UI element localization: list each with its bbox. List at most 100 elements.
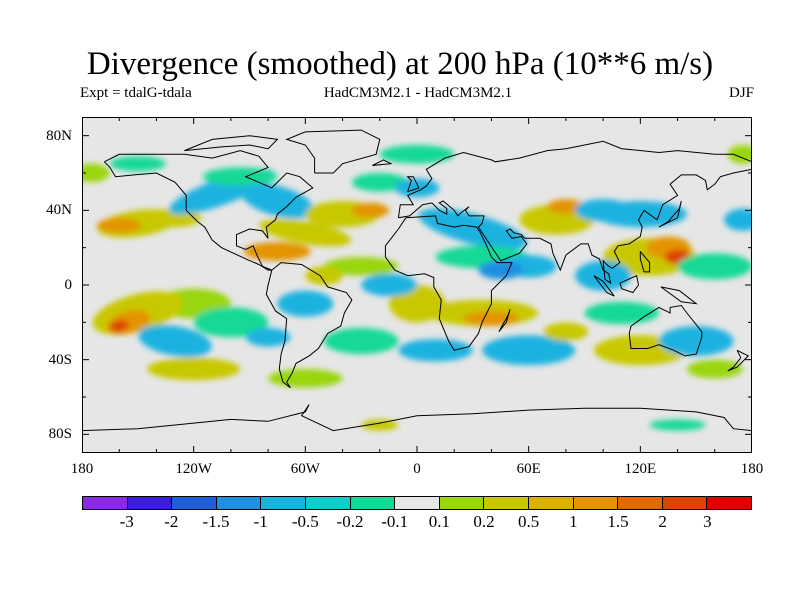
plot-title: Divergence (smoothed) at 200 hPa (10**6 … — [86, 46, 714, 82]
coastline — [658, 200, 682, 228]
field-contour — [724, 208, 752, 231]
field-contour — [351, 202, 390, 218]
lat-tick-label: 0 — [64, 277, 73, 293]
lat-tick-label: 40N — [46, 202, 72, 219]
field-contour — [463, 311, 520, 327]
colorbar-label: -1.5 — [202, 512, 230, 531]
coastline — [398, 168, 752, 285]
divergence-field — [82, 145, 752, 431]
field-contour — [593, 201, 687, 228]
season-label: DJF — [728, 85, 754, 101]
coastline — [372, 159, 393, 166]
field-contour — [243, 242, 311, 261]
colorbar-segment — [172, 497, 217, 509]
divergence-map — [82, 117, 752, 453]
coastline — [285, 129, 381, 174]
experiment-label: Expt = tdalG-tdala — [80, 85, 192, 101]
lat-tick-label: 80S — [48, 426, 72, 443]
colorbar-segment — [573, 497, 619, 509]
coastline — [498, 309, 511, 333]
colorbar-segment — [662, 497, 708, 509]
field-contour — [482, 335, 576, 366]
field-contour — [398, 339, 473, 362]
field-contour — [82, 163, 110, 183]
field-contour — [109, 156, 166, 172]
coastline — [384, 215, 513, 351]
colorbar-label: 1 — [569, 512, 578, 531]
field-contour — [245, 328, 291, 347]
coastline — [628, 304, 703, 357]
lon-tick-label: 0 — [413, 461, 421, 477]
field-contour — [686, 359, 743, 379]
coastline — [660, 286, 698, 305]
colorbar-segment — [305, 497, 351, 509]
colorbar-label: 2 — [658, 512, 667, 531]
coastline — [265, 262, 353, 389]
field-contour — [277, 290, 334, 317]
lon-tick-label: 60W — [290, 461, 320, 477]
coastline — [406, 176, 420, 193]
colorbar-label: 1.5 — [607, 512, 629, 531]
colorbar-segment — [216, 497, 262, 509]
lat-tick-label: 40S — [48, 351, 72, 368]
colorbar-segment — [484, 497, 529, 509]
field-contour — [96, 217, 142, 233]
colorbar — [82, 496, 752, 510]
field-contour — [324, 327, 399, 355]
field-contour — [324, 257, 399, 276]
colorbar-label: 0.5 — [518, 512, 540, 531]
colorbar-label: -3 — [119, 512, 134, 531]
field-contour — [268, 369, 343, 388]
lon-tick-label: 120E — [624, 461, 657, 477]
colorbar-segment — [350, 497, 396, 509]
colorbar-label: -0.2 — [336, 512, 364, 531]
field-contour — [649, 419, 706, 431]
colorbar-segment — [83, 497, 128, 509]
field-contour — [543, 322, 589, 341]
coastline — [727, 349, 750, 372]
colorbar-segment — [261, 497, 306, 509]
field-contour — [351, 173, 408, 192]
field-contour — [193, 307, 269, 338]
coastline — [397, 140, 752, 218]
coastline — [639, 251, 651, 273]
coastline — [593, 275, 615, 297]
field-contour — [547, 199, 585, 215]
field-contour — [241, 183, 314, 219]
field-contour — [361, 273, 417, 297]
field-contour — [361, 419, 399, 431]
colorbar-segment — [439, 497, 485, 509]
field-contour — [203, 167, 278, 186]
field-contour — [418, 208, 527, 250]
colorbar-label: 0.1 — [428, 512, 450, 531]
coastline — [103, 150, 314, 271]
coastline — [82, 404, 752, 432]
field-contour — [259, 219, 352, 247]
field-contour — [659, 326, 734, 356]
colorbar-segment — [528, 497, 574, 509]
colorbar-segment — [395, 497, 440, 509]
map-svg — [82, 117, 752, 453]
colorbar-label: -2 — [164, 512, 179, 531]
colorbar-segment — [707, 497, 751, 509]
lon-tick-label: 120W — [175, 461, 212, 477]
colorbar-segment — [618, 497, 663, 509]
field-contour — [584, 301, 659, 325]
lat-tick-label: 80N — [46, 127, 72, 144]
colorbar-label: -0.1 — [381, 512, 409, 531]
colorbar-label: -1 — [253, 512, 268, 531]
colorbar-label: 3 — [703, 512, 712, 531]
coastlines — [82, 129, 752, 432]
field-contour — [575, 260, 631, 291]
field-contour — [138, 324, 212, 358]
field-contour — [110, 320, 129, 333]
field-contour — [478, 260, 524, 280]
colorbar-segment — [127, 497, 173, 509]
colorbar-label: 0.2 — [473, 512, 495, 531]
map-frame — [82, 117, 752, 453]
field-contour — [394, 178, 440, 198]
field-contour — [147, 357, 241, 381]
field-contour — [677, 253, 752, 280]
coastline — [184, 135, 279, 152]
lon-tick-label: 180 — [740, 461, 764, 477]
